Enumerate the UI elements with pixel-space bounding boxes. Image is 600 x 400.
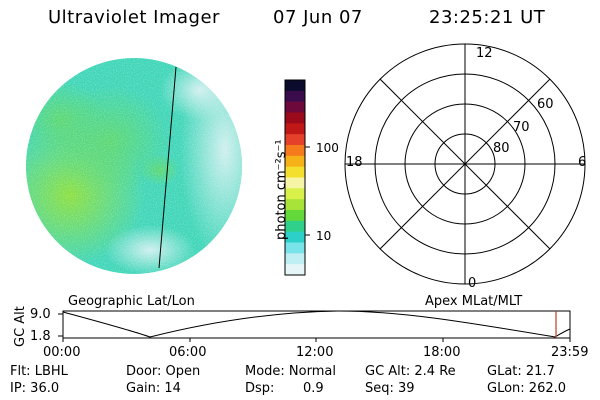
timeline-left-caption: Geographic Lat/Lon bbox=[68, 294, 195, 309]
colorbar-segment bbox=[285, 220, 305, 233]
colorbar-segment bbox=[285, 80, 305, 92]
dsp-label: Dsp: bbox=[245, 381, 275, 396]
glon-status: GLon: 262.0 bbox=[487, 381, 567, 396]
seq-status: Seq: 39 bbox=[365, 381, 415, 396]
timeline-xtick-3: 18:00 bbox=[423, 345, 461, 360]
terminator-line bbox=[158, 66, 177, 269]
polar-label-18: 18 bbox=[346, 155, 363, 170]
polar-lat-60: 60 bbox=[537, 97, 554, 112]
colorbar-label: photon cm⁻²s⁻¹ bbox=[274, 139, 289, 240]
filter-status: Flt: LBHL bbox=[10, 364, 68, 379]
colorbar-segment bbox=[285, 90, 305, 103]
colorbar-segment bbox=[285, 242, 305, 254]
timeline-ticks bbox=[58, 313, 571, 342]
mode-status: Mode: Normal bbox=[245, 364, 336, 379]
colorbar-segment bbox=[285, 166, 305, 179]
polar-lat-70: 70 bbox=[513, 120, 530, 135]
colorbar-segment bbox=[285, 264, 305, 276]
colorbar-segment bbox=[285, 134, 305, 146]
timeline-xtick-0: 00:00 bbox=[43, 345, 81, 360]
polar-grid bbox=[344, 43, 586, 285]
timeline-ytick-top: 9.0 bbox=[30, 307, 51, 322]
colorbar-frame bbox=[284, 79, 306, 276]
colorbar-segment bbox=[285, 145, 305, 157]
timeline-y-label: GC Alt bbox=[13, 306, 28, 347]
gain-status: Gain: 14 bbox=[126, 381, 181, 396]
timeline-ytick-bottom: 1.8 bbox=[30, 329, 51, 344]
colorbar bbox=[284, 79, 310, 276]
door-status: Door: Open bbox=[126, 364, 201, 379]
altitude-curve bbox=[62, 310, 571, 338]
gc-alt-status: GC Alt: 2.4 Re bbox=[365, 364, 456, 379]
colorbar-tick-10: 10 bbox=[316, 229, 332, 243]
timeline-xtick-4: 23:59 bbox=[551, 345, 589, 360]
ip-status: IP: 36.0 bbox=[10, 381, 60, 396]
instrument-title: Ultraviolet Imager bbox=[48, 7, 220, 28]
dsp-value: 0.9 bbox=[303, 381, 324, 396]
colorbar-segment bbox=[285, 155, 305, 168]
colorbar-segment bbox=[285, 188, 305, 200]
uv-earth-image bbox=[26, 58, 242, 274]
colorbar-segment bbox=[285, 177, 305, 189]
colorbar-segment bbox=[285, 112, 305, 124]
colorbar-segment bbox=[285, 253, 305, 265]
colorbar-segment bbox=[285, 101, 305, 114]
colorbar-segment bbox=[285, 231, 305, 244]
glat-status: GLat: 21.7 bbox=[487, 364, 555, 379]
observation-time: 23:25:21 UT bbox=[429, 7, 546, 28]
observation-date: 07 Jun 07 bbox=[273, 7, 363, 28]
colorbar-tick-100: 100 bbox=[316, 141, 339, 155]
polar-label-6: 6 bbox=[578, 155, 587, 170]
timeline-xtick-1: 06:00 bbox=[169, 345, 207, 360]
timeline-right-caption: Apex MLat/MLT bbox=[425, 294, 523, 309]
colorbar-segment bbox=[285, 123, 305, 135]
polar-label-0: 0 bbox=[468, 276, 477, 291]
polar-label-12: 12 bbox=[476, 46, 493, 61]
colorbar-segment bbox=[285, 199, 305, 211]
colorbar-segment bbox=[285, 210, 305, 222]
timeline-xtick-2: 12:00 bbox=[296, 345, 334, 360]
polar-lat-80: 80 bbox=[493, 141, 510, 156]
